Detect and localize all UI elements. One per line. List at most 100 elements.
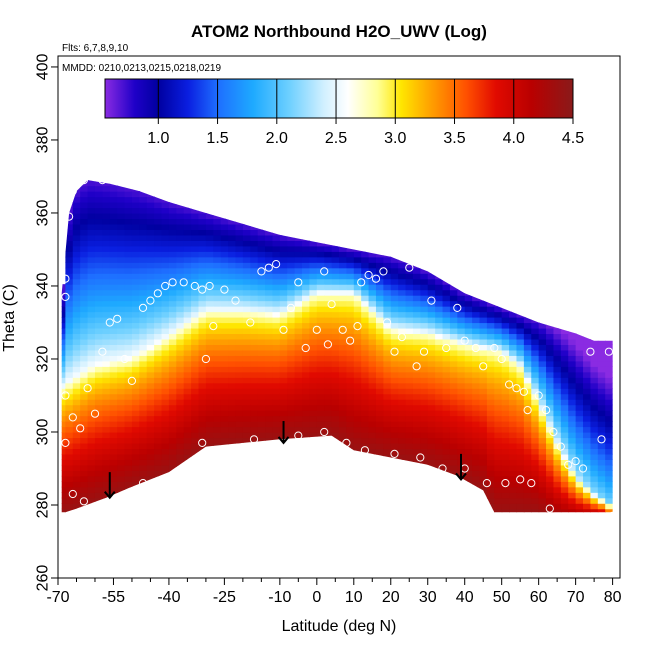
heatmap-cell — [109, 399, 118, 406]
heatmap-cell — [80, 229, 89, 236]
heatmap-cell — [398, 317, 407, 324]
heatmap-cell — [102, 218, 111, 225]
heatmap-cell — [287, 322, 296, 329]
heatmap-cell — [287, 295, 296, 302]
heatmap-cell — [109, 366, 118, 373]
heatmap-cell — [412, 355, 421, 362]
heatmap-cell — [412, 410, 421, 417]
heatmap-cell — [279, 300, 288, 307]
heatmap-cell — [420, 442, 429, 450]
heatmap-cell — [294, 267, 303, 274]
heatmap-cell — [102, 442, 111, 450]
heatmap-cell — [390, 366, 399, 373]
heatmap-cell — [117, 442, 126, 450]
heatmap-cell — [183, 251, 192, 258]
heatmap-cell — [309, 273, 318, 280]
heatmap-cell — [302, 317, 311, 324]
heatmap-cell — [183, 322, 192, 329]
heatmap-cell — [390, 262, 399, 269]
heatmap-cell — [205, 262, 214, 269]
heatmap-cell — [61, 322, 66, 329]
heatmap-cell — [87, 355, 96, 362]
heatmap-cell — [324, 421, 333, 428]
heatmap-cell — [442, 344, 451, 351]
heatmap-cell — [509, 317, 518, 324]
sample-point — [564, 460, 573, 469]
heatmap-cell — [124, 322, 133, 329]
heatmap-cell — [235, 317, 244, 324]
heatmap-cell — [87, 185, 96, 192]
heatmap-cell — [191, 278, 200, 285]
heatmap-cell — [61, 475, 66, 482]
heatmap-cell — [302, 306, 311, 313]
heatmap-cell — [383, 426, 392, 433]
sample-point — [76, 424, 85, 433]
heatmap-cell — [294, 371, 303, 378]
heatmap-cell — [287, 338, 296, 345]
heatmap-cell — [523, 453, 532, 460]
x-tick-label: -55 — [102, 589, 125, 606]
heatmap-cell — [546, 393, 555, 400]
heatmap-cell — [353, 437, 362, 444]
heatmap-cell — [353, 410, 362, 417]
heatmap-cell — [479, 475, 488, 482]
x-tick-label: 10 — [345, 589, 363, 606]
heatmap-cell — [131, 218, 140, 225]
heatmap-cell — [605, 404, 613, 411]
heatmap-cell — [168, 284, 177, 291]
heatmap-cell — [560, 333, 569, 340]
heatmap-cell — [353, 306, 362, 313]
heatmap-cell — [146, 382, 155, 389]
heatmap-cell — [324, 251, 333, 258]
heatmap-cell — [146, 256, 155, 263]
heatmap-cell — [146, 207, 155, 214]
heatmap-cell — [479, 437, 488, 444]
heatmap-cell — [590, 426, 599, 433]
heatmap-cell — [316, 421, 325, 428]
heatmap-cell — [72, 448, 81, 455]
heatmap-cell — [265, 421, 274, 428]
heatmap-cell — [309, 421, 318, 428]
heatmap-cell — [583, 497, 592, 504]
heatmap-cell — [80, 349, 89, 356]
heatmap-cell — [605, 382, 613, 389]
heatmap-cell — [183, 240, 192, 247]
heatmap-cell — [109, 273, 118, 280]
heatmap-cell — [117, 212, 126, 220]
heatmap-cell — [546, 404, 555, 411]
heatmap-cell — [494, 393, 503, 400]
heatmap-cell — [597, 410, 606, 417]
heatmap-cell — [228, 349, 237, 356]
heatmap-cell — [287, 366, 296, 373]
heatmap-cell — [94, 180, 103, 187]
heatmap-cell — [583, 421, 592, 428]
heatmap-cell — [316, 382, 325, 389]
sample-point — [505, 380, 514, 389]
heatmap-cell — [390, 410, 399, 417]
heatmap-cell — [146, 399, 155, 406]
heatmap-cell — [457, 295, 466, 302]
heatmap-cell — [449, 448, 458, 455]
heatmap-cell — [472, 415, 481, 422]
heatmap-cell — [257, 360, 266, 367]
heatmap-cell — [124, 453, 133, 460]
heatmap-cell — [383, 300, 392, 307]
heatmap-cell — [353, 256, 362, 263]
heatmap-cell — [346, 410, 355, 417]
heatmap-cell — [427, 437, 436, 444]
heatmap-cell — [61, 421, 66, 428]
heatmap-cell — [168, 234, 177, 241]
heatmap-cell — [205, 317, 214, 324]
heatmap-cell — [479, 399, 488, 406]
heatmap-cell — [605, 410, 613, 417]
heatmap-cell — [575, 453, 584, 460]
heatmap-cell — [228, 382, 237, 389]
heatmap-cell — [139, 191, 148, 198]
heatmap-cell — [146, 322, 155, 329]
heatmap-cell — [353, 322, 362, 329]
sample-point — [542, 406, 551, 415]
heatmap-cell — [235, 229, 244, 236]
colorbar-tick-label: 4.0 — [503, 130, 525, 147]
heatmap-cell — [168, 202, 177, 209]
heatmap-cell — [486, 492, 495, 499]
